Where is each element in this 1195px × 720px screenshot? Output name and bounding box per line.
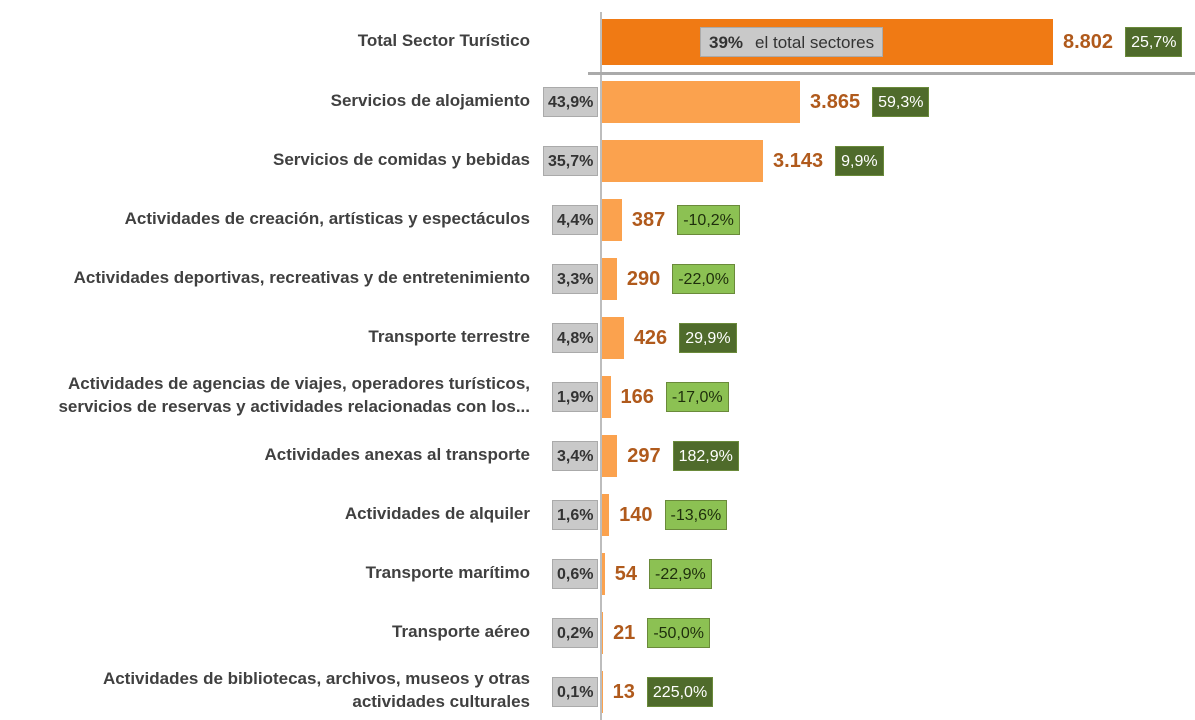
bar (602, 553, 605, 595)
change-label: 25,7% (1125, 27, 1183, 57)
share-label: 0,2% (552, 618, 599, 648)
change-label: 225,0% (646, 677, 714, 707)
share-label: 4,4% (552, 205, 599, 235)
category-label: Transporte marítimo (365, 562, 530, 582)
axis-line (600, 12, 602, 720)
category-label: Actividades de alquiler (344, 503, 530, 523)
share-label: 43,9% (543, 87, 599, 117)
share-label: 1,9% (552, 382, 599, 412)
share-note: el total sectores (755, 33, 875, 52)
change-label: -13,6% (664, 500, 728, 530)
value-label: 426 (633, 326, 668, 349)
bar (602, 81, 801, 123)
label-group: 426 29,9% (624, 323, 737, 353)
change-label: -17,0% (665, 382, 729, 412)
share-label: 4,8% (552, 323, 599, 353)
bar (602, 199, 622, 241)
separator-line (588, 72, 1195, 75)
category-label: Actividades de agencias de viajes, opera… (58, 374, 530, 416)
value-label: 140 (619, 503, 653, 526)
value-label: 8.802 (1063, 30, 1114, 53)
category-label: Actividades anexas al transporte (264, 444, 530, 464)
category-label: Transporte terrestre (368, 326, 530, 346)
label-group: 387 -10,2% (622, 205, 740, 235)
value-label: 290 (626, 267, 661, 290)
label-group: 140 -13,6% (609, 500, 728, 530)
share-label: 35,7% (543, 146, 599, 176)
label-group: 21 -50,0% (603, 618, 711, 648)
change-label: -22,0% (672, 264, 735, 294)
value-label: 54 (614, 562, 638, 585)
label-group: 166 -17,0% (611, 382, 729, 412)
label-group: 8.802 25,7% (1053, 27, 1183, 57)
value-label: 21 (613, 621, 636, 644)
change-label: 29,9% (679, 323, 737, 353)
share-label: 1,6% (552, 500, 599, 530)
bar (602, 140, 764, 182)
label-group: 290 -22,0% (617, 264, 735, 294)
share-label: 3,3% (552, 264, 599, 294)
bar (602, 376, 611, 418)
category-label: Servicios de comidas y bebidas (272, 149, 530, 169)
bar (602, 317, 624, 359)
share-label: 39% el total sectores (700, 27, 884, 57)
bar (602, 258, 617, 300)
share-label: 0,1% (552, 677, 599, 707)
share-label: 0,6% (552, 559, 599, 589)
value-label: 387 (631, 208, 666, 231)
value-label: 297 (627, 444, 661, 467)
category-label: Total Sector Turístico (357, 30, 530, 50)
change-label: -50,0% (647, 618, 711, 648)
label-group: 13 225,0% (603, 677, 714, 707)
label-group: 54 -22,9% (605, 559, 712, 589)
label-group: 3.865 59,3% (800, 87, 930, 117)
change-label: 59,3% (872, 87, 930, 117)
value-label: 3.143 (773, 149, 824, 172)
change-label: -10,2% (677, 205, 740, 235)
share-label: 3,4% (552, 441, 599, 471)
category-label: Actividades deportivas, recreativas y de… (73, 267, 530, 287)
bar (602, 435, 618, 477)
category-label: Actividades de creación, artísticas y es… (124, 208, 530, 228)
change-label: 9,9% (835, 146, 884, 176)
value-label: 166 (620, 385, 654, 408)
bar (602, 671, 603, 713)
category-label: Actividades de bibliotecas, archivos, mu… (102, 669, 530, 711)
category-label: Transporte aéreo (392, 621, 530, 641)
share-value: 39% (709, 33, 744, 52)
change-label: 182,9% (672, 441, 739, 471)
category-label: Servicios de alojamiento (330, 90, 530, 110)
bar (602, 612, 604, 654)
change-label: -22,9% (649, 559, 712, 589)
label-group: 297 182,9% (617, 441, 739, 471)
value-label: 3.865 (810, 90, 861, 113)
value-label: 13 (612, 680, 635, 703)
bar (602, 494, 610, 536)
label-group: 3.143 9,9% (763, 146, 884, 176)
